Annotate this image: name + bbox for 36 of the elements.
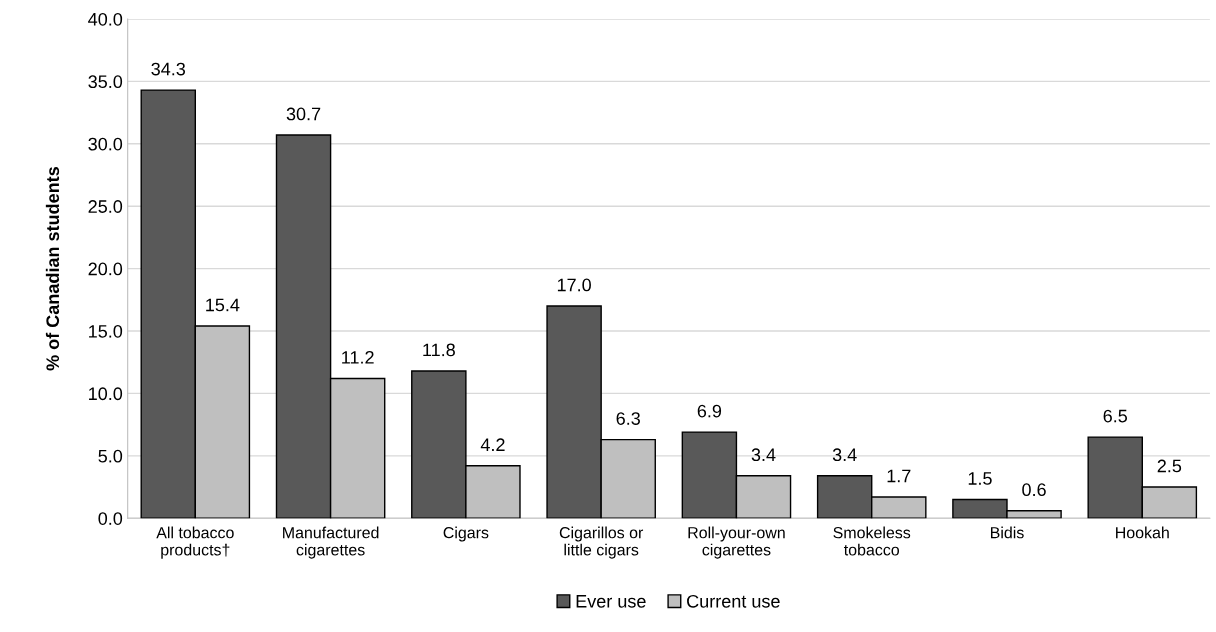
x-tick-label: Cigarillos or little cigars — [559, 526, 644, 559]
data-label: 6.9 — [697, 404, 722, 418]
data-label: 0.6 — [1022, 483, 1046, 497]
data-label: 11.2 — [342, 350, 374, 364]
data-label: 4.2 — [480, 438, 505, 451]
y-tick-label: 0.0 — [98, 512, 123, 525]
x-tick-label: Smokeless tobacco — [833, 526, 911, 556]
y-tick-label: 20.0 — [88, 262, 123, 276]
data-label: 1.5 — [968, 472, 992, 485]
x-tick-label: Hookah — [1116, 526, 1169, 539]
legend-label: Ever use — [576, 595, 646, 608]
y-tick-label: 35.0 — [88, 75, 123, 89]
x-tick-label: Bidis — [991, 526, 1024, 539]
data-label: 30.7 — [286, 107, 321, 121]
x-tick-label: All tobacco products† — [156, 526, 234, 559]
data-label: 15.4 — [206, 298, 240, 312]
data-label: 6.5 — [1103, 409, 1128, 423]
data-label: 11.8 — [423, 343, 455, 357]
y-tick-label: 25.0 — [88, 200, 123, 213]
y-tick-label: 30.0 — [88, 137, 123, 151]
y-tick-label: 10.0 — [89, 387, 123, 401]
data-label: 3.4 — [832, 448, 857, 462]
data-label: 34.3 — [151, 62, 186, 76]
data-label: 6.3 — [616, 412, 640, 425]
y-axis-title: % of Canadian students — [45, 167, 60, 371]
data-label: 1.7 — [887, 469, 911, 483]
data-label: 17.0 — [557, 278, 591, 292]
x-tick-label: Cigars — [443, 526, 489, 542]
x-tick-label: Roll-your-own cigarettes — [688, 526, 785, 559]
x-tick-label: Manufactured cigarettes — [283, 526, 379, 559]
data-label: 2.5 — [1157, 459, 1182, 473]
legend-label: Current use — [687, 594, 780, 608]
data-label: 3.4 — [751, 448, 776, 462]
y-tick-label: 15.0 — [89, 324, 123, 338]
y-tick-label: 40.0 — [88, 12, 123, 26]
y-tick-label: 5.0 — [98, 449, 123, 463]
